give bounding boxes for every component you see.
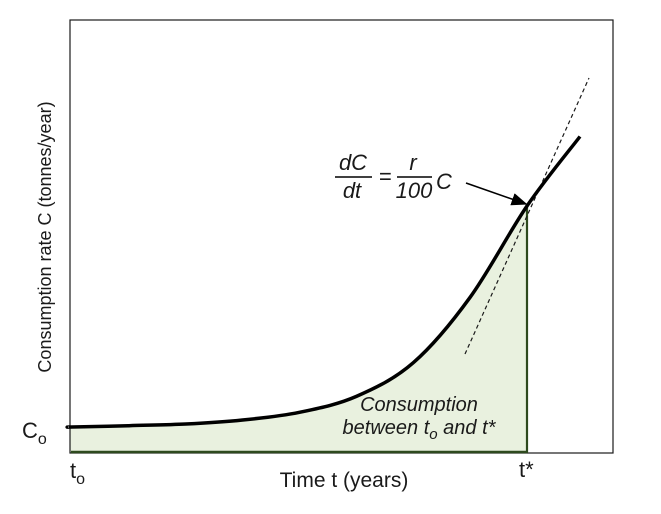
x-tick-label-t-star: t* <box>519 457 534 482</box>
x-tick-label-t0: to <box>70 458 85 488</box>
y-axis-label: Consumption rate C (tonnes/year) <box>35 101 55 372</box>
svg-text:to: to <box>70 458 85 488</box>
svg-text:Consumption: Consumption <box>360 394 478 416</box>
svg-text:dt: dt <box>343 178 362 203</box>
svg-text:r: r <box>409 150 418 175</box>
svg-text:=: = <box>379 164 392 189</box>
svg-text:dC: dC <box>339 150 367 175</box>
svg-text:between to and t*: between to and t* <box>343 417 497 443</box>
y-tick-label-c0: Co <box>22 418 47 448</box>
svg-text:C: C <box>436 169 452 194</box>
exponential-curve <box>65 135 582 429</box>
equation-pointer-arrow <box>465 182 528 206</box>
svg-text:100: 100 <box>396 178 433 203</box>
x-axis-label: Time t (years) <box>280 469 409 492</box>
growth-rate-equation: dC dt = r 100 C <box>335 150 452 203</box>
tangent-line <box>464 77 590 355</box>
shaded-region-label: Consumption between to and t* <box>343 394 497 443</box>
plot-frame <box>69 19 614 454</box>
svg-text:Co: Co <box>22 418 47 448</box>
area-under-curve <box>67 206 528 453</box>
